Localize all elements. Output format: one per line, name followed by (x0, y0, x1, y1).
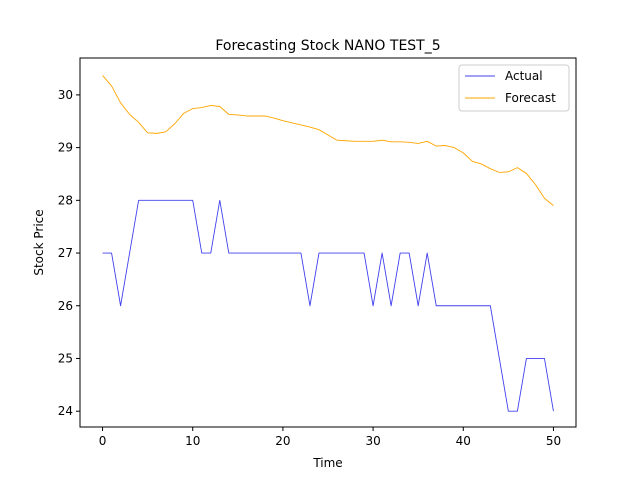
x-tick-label: 20 (275, 434, 290, 448)
x-tick-label: 50 (546, 434, 561, 448)
y-tick-label: 29 (58, 141, 73, 155)
y-tick-label: 26 (58, 299, 73, 313)
series-layer (102, 75, 554, 412)
x-axis-title: Time (312, 456, 342, 470)
x-tick-label: 30 (365, 434, 380, 448)
y-axis-title: Stock Price (32, 209, 46, 275)
plot-area (79, 57, 577, 428)
x-tick-label: 0 (99, 434, 107, 448)
y-tick-label: 25 (58, 351, 73, 365)
series-line-forecast (102, 75, 554, 206)
legend: Actual Forecast (458, 64, 570, 112)
legend-label-forecast: Forecast (505, 91, 556, 105)
y-tick-label: 28 (58, 193, 73, 207)
y-tick-label: 30 (58, 88, 73, 102)
plot-frame (79, 57, 577, 428)
x-tick-label: 10 (185, 434, 200, 448)
y-axis: 24 25 26 27 28 29 30 (58, 88, 80, 418)
y-tick-label: 27 (58, 246, 73, 260)
series-line-actual (102, 199, 554, 412)
x-axis: 0 10 20 30 40 50 (99, 427, 561, 448)
y-tick-label: 24 (58, 404, 73, 418)
x-tick-label: 40 (456, 434, 471, 448)
chart-title: Forecasting Stock NANO TEST_5 (215, 38, 440, 54)
legend-label-actual: Actual (505, 69, 543, 83)
